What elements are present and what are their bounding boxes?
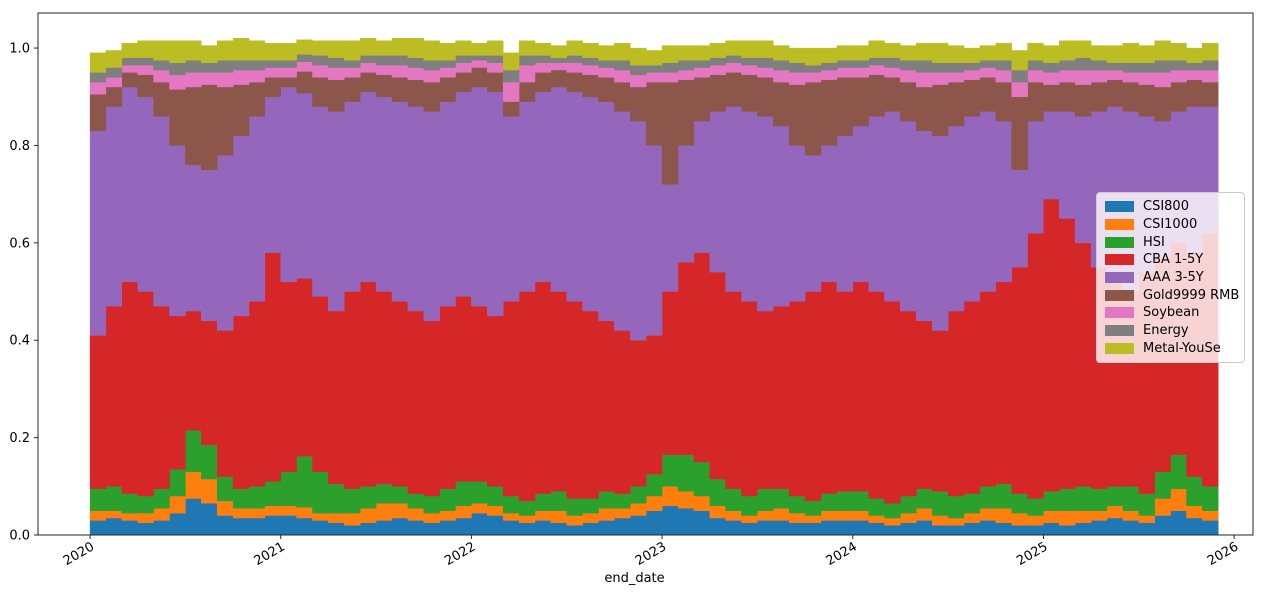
- x-tick-label: 2023: [633, 539, 669, 569]
- x-tick-label: 2021: [252, 539, 288, 569]
- legend-swatch-icon: [1105, 342, 1134, 354]
- legend-item-cba-1-5y: CBA 1-5Y: [1105, 251, 1236, 269]
- legend-item-csi1000: CSI1000: [1105, 216, 1236, 234]
- y-tick-label: 0.6: [9, 236, 30, 251]
- y-tick-label: 0.2: [9, 431, 30, 446]
- legend-label: Energy: [1143, 323, 1189, 339]
- legend-swatch-icon: [1105, 254, 1134, 266]
- x-tick-label: 2020: [61, 539, 97, 569]
- x-tick-label: 2026: [1205, 539, 1241, 569]
- legend-swatch-icon: [1105, 219, 1134, 231]
- x-tick-label: 2024: [824, 539, 860, 569]
- legend-item-csi800: CSI800: [1105, 198, 1236, 216]
- legend-item-soybean: Soybean: [1105, 304, 1236, 322]
- y-tick-label: 0.4: [9, 334, 30, 349]
- x-axis-label: end_date: [604, 571, 665, 586]
- y-tick-label: 0.0: [9, 529, 30, 544]
- legend-label: Gold9999 RMB: [1143, 287, 1240, 303]
- legend-label: CSI800: [1143, 199, 1189, 215]
- legend-item-energy: Energy: [1105, 322, 1236, 340]
- legend-label: CBA 1-5Y: [1143, 252, 1204, 268]
- legend-label: HSI: [1143, 234, 1165, 250]
- axes-spines: [37, 12, 1254, 536]
- legend-label: AAA 3-5Y: [1143, 270, 1204, 286]
- legend-swatch-icon: [1105, 289, 1134, 301]
- legend-swatch-icon: [1105, 272, 1134, 284]
- legend-item-metal-youse: Metal-YouSe: [1105, 340, 1236, 358]
- legend-swatch-icon: [1105, 236, 1134, 248]
- y-tick-label: 0.8: [9, 139, 30, 154]
- y-tick-label: 1.0: [9, 42, 30, 57]
- legend-item-hsi: HSI: [1105, 233, 1236, 251]
- area-metal-youse: [89, 38, 1219, 73]
- legend-item-gold9999-rmb: Gold9999 RMB: [1105, 286, 1240, 304]
- legend-swatch-icon: [1105, 325, 1134, 337]
- legend-label: Soybean: [1143, 305, 1200, 321]
- x-tick-label: 2022: [442, 539, 478, 569]
- legend-item-aaa-3-5y: AAA 3-5Y: [1105, 269, 1236, 287]
- legend: CSI800 CSI1000 HSI CBA 1-5Y AAA 3-5Y Gold9999…: [1096, 192, 1245, 364]
- legend-swatch-icon: [1105, 201, 1134, 213]
- legend-swatch-icon: [1105, 307, 1134, 319]
- legend-label: Metal-YouSe: [1143, 340, 1221, 356]
- x-tick-label: 2025: [1014, 539, 1050, 569]
- legend-label: CSI1000: [1143, 217, 1198, 233]
- stacked-areas: [89, 38, 1219, 536]
